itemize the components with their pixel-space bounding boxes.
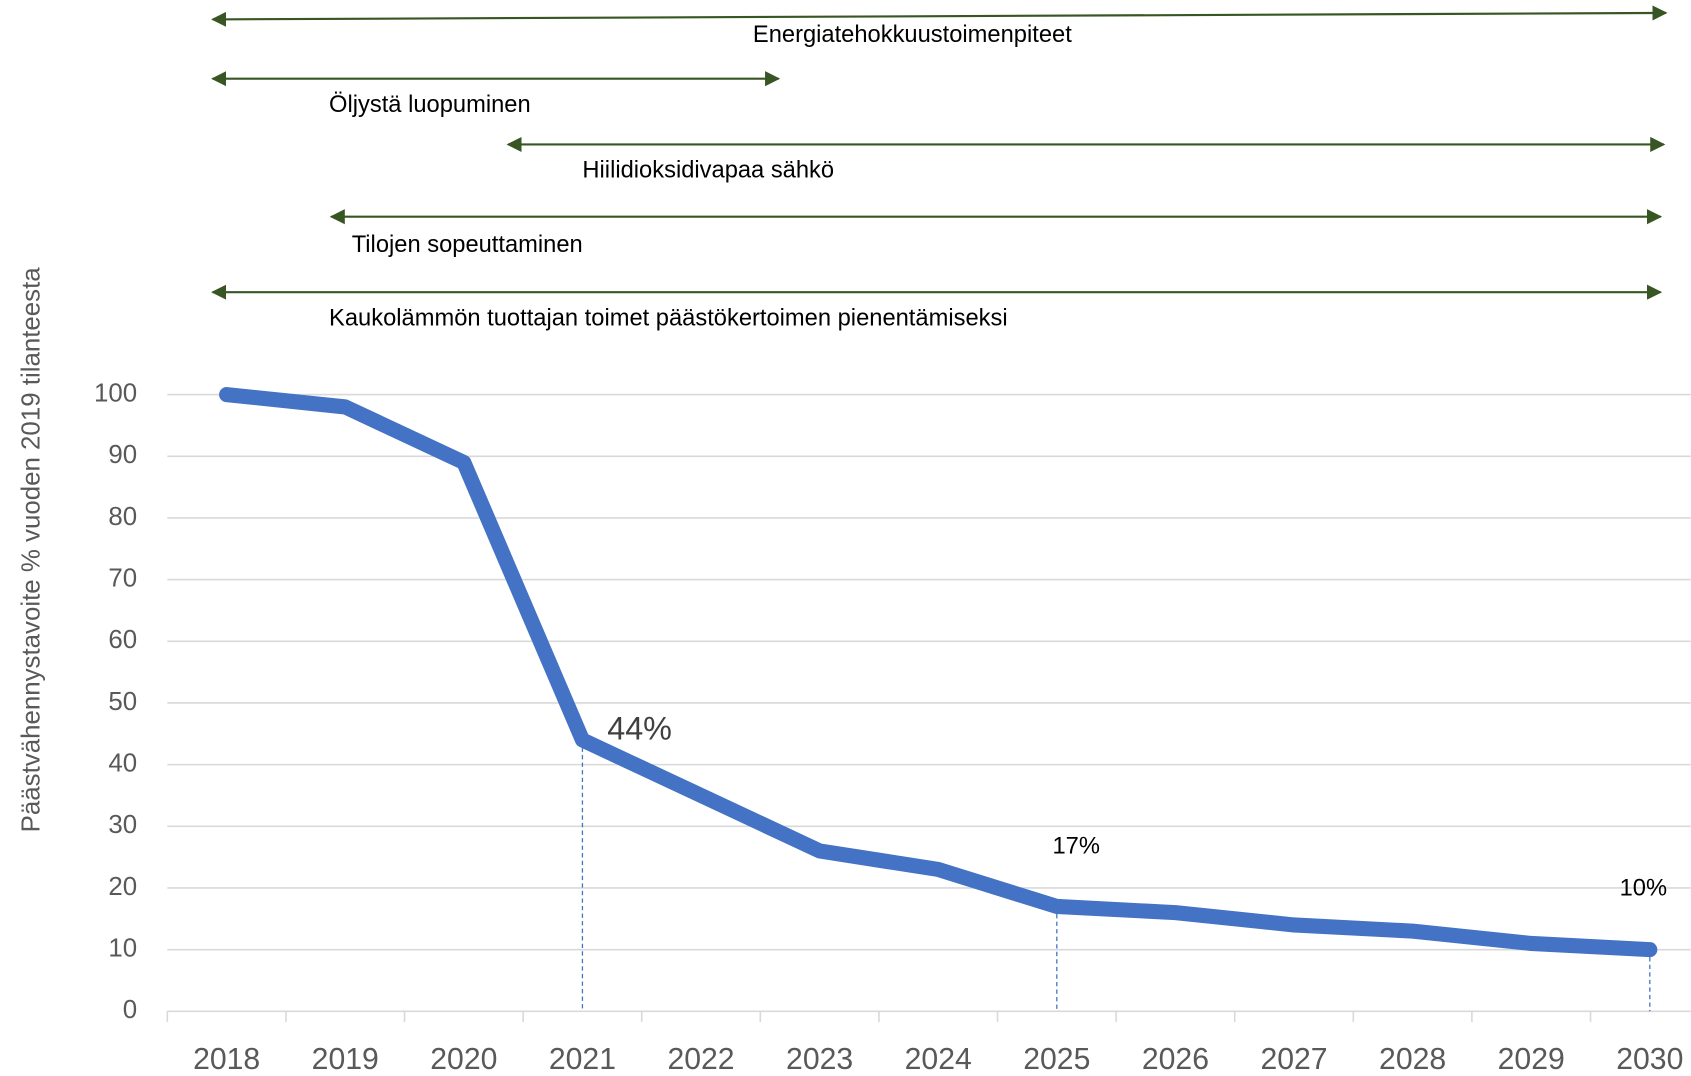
annotation-label: Energiatehokkuustoimenpiteet xyxy=(753,22,1072,48)
y-tick-label: 90 xyxy=(108,441,137,469)
x-tick-label: 2028 xyxy=(1379,1043,1446,1076)
x-tick-label: 2025 xyxy=(1023,1043,1090,1076)
y-tick-label: 70 xyxy=(108,564,137,592)
y-tick-label: 10 xyxy=(108,934,137,962)
series-line xyxy=(219,387,1658,958)
y-tick-label: 20 xyxy=(108,873,137,901)
x-tick-label: 2023 xyxy=(786,1043,853,1076)
y-tick-label: 80 xyxy=(108,503,137,531)
annotation-label: Öljystä luopuminen xyxy=(329,91,531,118)
data-label: 44% xyxy=(607,711,672,747)
x-tick-label: 2030 xyxy=(1616,1043,1683,1076)
y-tick-label: 100 xyxy=(94,379,137,407)
annotation-arrow xyxy=(211,5,1668,27)
x-tick-label: 2018 xyxy=(193,1043,260,1076)
y-tick-label: 40 xyxy=(108,749,137,777)
x-tick-label: 2029 xyxy=(1498,1043,1565,1076)
y-tick-label: 0 xyxy=(123,996,137,1024)
x-tick-label: 2019 xyxy=(312,1043,379,1076)
x-tick-label: 2027 xyxy=(1260,1043,1327,1076)
y-tick-label: 50 xyxy=(108,688,137,716)
x-tick-label: 2026 xyxy=(1142,1043,1209,1076)
x-tick-label: 2022 xyxy=(667,1043,734,1076)
data-label: 17% xyxy=(1052,834,1099,860)
annotation-label: Hiilidioksidivapaa sähkö xyxy=(582,158,834,184)
y-axis-label: Päästvähennystavoite % vuoden 2019 tilan… xyxy=(17,267,45,833)
annotation-label: Kaukolämmön tuottajan toimet päästökerto… xyxy=(329,305,1008,331)
data-label: 10% xyxy=(1620,876,1667,902)
y-tick-label: 60 xyxy=(108,626,137,654)
x-tick-label: 2024 xyxy=(905,1043,972,1076)
x-tick-label: 2021 xyxy=(549,1043,616,1076)
annotation-label: Tilojen sopeuttaminen xyxy=(352,232,583,258)
y-tick-label: 30 xyxy=(108,811,137,839)
x-tick-label: 2020 xyxy=(430,1043,497,1076)
